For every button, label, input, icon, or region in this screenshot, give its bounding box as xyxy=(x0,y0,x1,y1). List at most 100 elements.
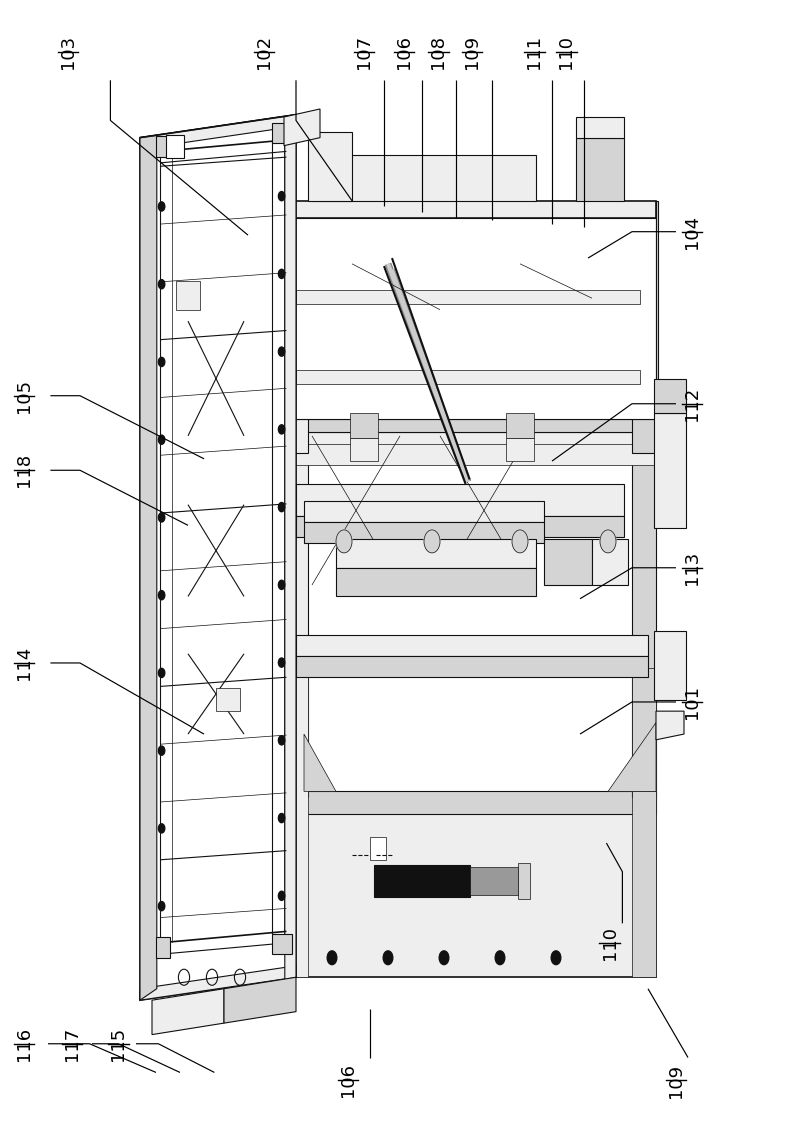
Circle shape xyxy=(278,891,285,900)
Text: 109: 109 xyxy=(667,1063,685,1098)
Bar xyxy=(350,413,378,438)
Text: 113: 113 xyxy=(683,551,701,585)
Text: 106: 106 xyxy=(339,1063,357,1098)
Text: 114: 114 xyxy=(15,646,33,680)
Polygon shape xyxy=(285,115,296,980)
Bar xyxy=(544,539,592,585)
Circle shape xyxy=(327,951,337,965)
Circle shape xyxy=(439,951,449,965)
Bar xyxy=(216,688,240,711)
Circle shape xyxy=(278,658,285,668)
Bar xyxy=(654,413,686,528)
Bar xyxy=(312,155,536,201)
Bar xyxy=(284,432,656,453)
Polygon shape xyxy=(140,115,296,149)
Bar xyxy=(284,453,308,797)
Bar xyxy=(284,419,308,453)
Polygon shape xyxy=(140,966,296,1000)
Polygon shape xyxy=(284,791,656,814)
Circle shape xyxy=(158,513,165,522)
Bar xyxy=(284,444,656,465)
Text: 101: 101 xyxy=(683,685,701,719)
Text: 115: 115 xyxy=(110,1027,127,1061)
Text: 110: 110 xyxy=(601,926,618,960)
Bar xyxy=(632,419,656,453)
Text: 118: 118 xyxy=(15,453,33,487)
Polygon shape xyxy=(140,115,296,1000)
Text: 103: 103 xyxy=(59,34,77,69)
Text: 105: 105 xyxy=(15,379,33,413)
Text: 116: 116 xyxy=(15,1027,33,1061)
Text: 112: 112 xyxy=(683,387,701,421)
Bar xyxy=(506,438,534,461)
Text: 110: 110 xyxy=(558,34,575,69)
Text: 117: 117 xyxy=(63,1027,81,1061)
Polygon shape xyxy=(624,734,656,791)
Bar xyxy=(654,631,686,700)
Polygon shape xyxy=(284,814,656,977)
Bar xyxy=(654,379,686,413)
Text: 102: 102 xyxy=(255,34,273,69)
Circle shape xyxy=(278,192,285,201)
Polygon shape xyxy=(140,135,157,1000)
Bar xyxy=(166,135,184,158)
Polygon shape xyxy=(304,734,336,791)
Circle shape xyxy=(158,669,165,678)
Bar xyxy=(518,863,530,899)
Bar xyxy=(176,281,200,310)
Bar xyxy=(284,668,308,977)
Circle shape xyxy=(158,358,165,367)
Bar xyxy=(308,132,352,201)
Polygon shape xyxy=(224,977,296,1023)
Circle shape xyxy=(600,530,616,553)
Bar xyxy=(156,937,170,958)
Circle shape xyxy=(278,348,285,357)
Circle shape xyxy=(158,280,165,289)
Bar xyxy=(370,837,386,860)
Bar xyxy=(336,568,536,596)
Text: 111: 111 xyxy=(526,34,543,69)
Bar xyxy=(284,218,656,419)
Polygon shape xyxy=(656,711,684,740)
Bar xyxy=(296,635,648,656)
Circle shape xyxy=(336,530,352,553)
Circle shape xyxy=(278,424,285,434)
Circle shape xyxy=(158,591,165,600)
Bar xyxy=(272,934,292,954)
Polygon shape xyxy=(284,419,656,432)
Bar xyxy=(272,123,292,143)
Bar xyxy=(304,522,544,543)
Bar xyxy=(156,136,170,157)
Circle shape xyxy=(551,951,561,965)
Bar xyxy=(374,865,470,897)
Text: 104: 104 xyxy=(683,214,701,249)
Bar xyxy=(296,516,624,537)
Polygon shape xyxy=(152,989,224,1035)
Polygon shape xyxy=(284,201,656,218)
Circle shape xyxy=(158,902,165,911)
Bar xyxy=(296,290,640,304)
Circle shape xyxy=(278,270,285,279)
Circle shape xyxy=(278,502,285,512)
Circle shape xyxy=(158,435,165,444)
Bar xyxy=(470,867,518,895)
Circle shape xyxy=(158,746,165,755)
Bar xyxy=(336,539,536,568)
Circle shape xyxy=(158,824,165,833)
Bar xyxy=(506,413,534,438)
Text: 108: 108 xyxy=(430,34,447,69)
Bar xyxy=(296,656,648,677)
Polygon shape xyxy=(656,201,658,419)
Polygon shape xyxy=(608,723,656,791)
Circle shape xyxy=(495,951,505,965)
Circle shape xyxy=(278,580,285,590)
Bar xyxy=(592,539,628,585)
Bar xyxy=(632,668,656,977)
Text: 107: 107 xyxy=(355,34,373,69)
Bar xyxy=(296,484,624,516)
Bar xyxy=(632,453,656,797)
Circle shape xyxy=(278,813,285,822)
Circle shape xyxy=(158,202,165,211)
Circle shape xyxy=(424,530,440,553)
Polygon shape xyxy=(284,109,320,146)
